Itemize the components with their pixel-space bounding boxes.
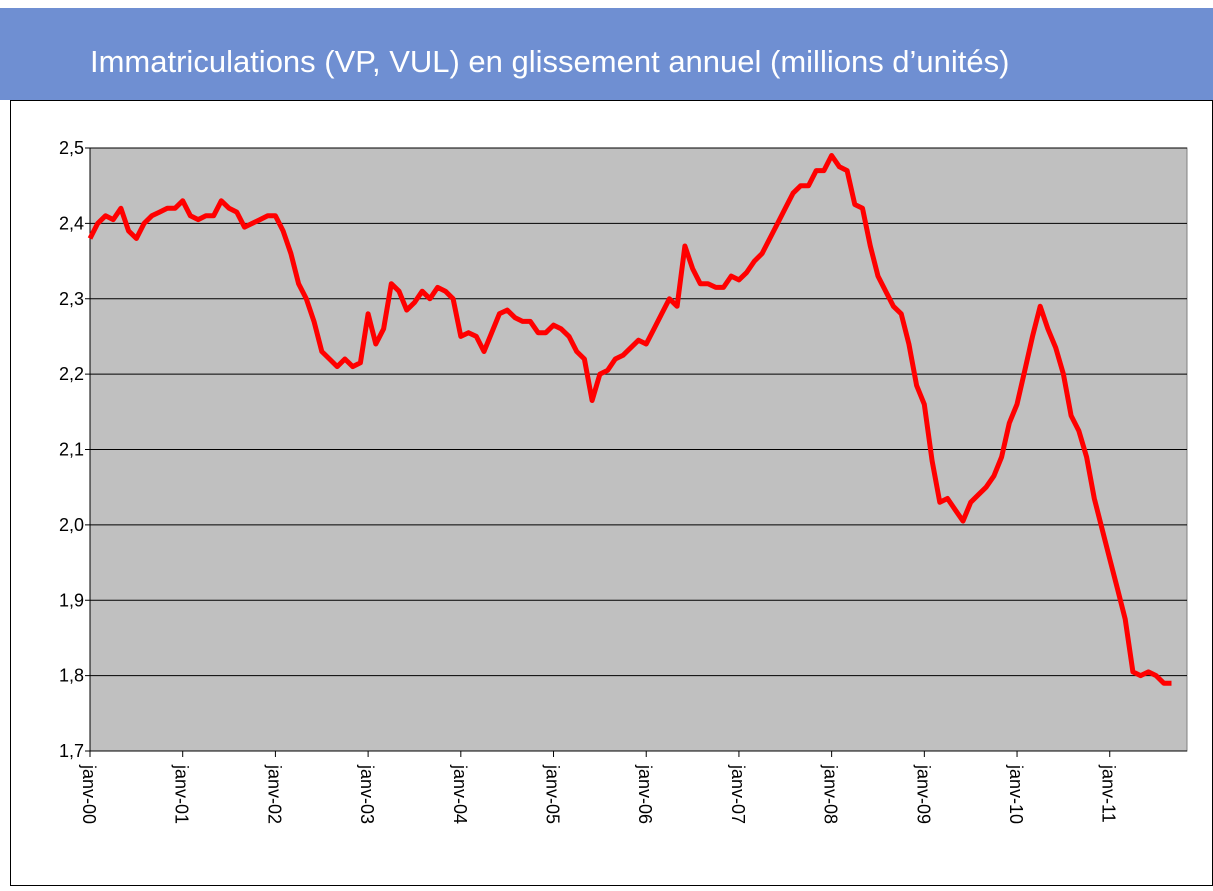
- x-tick-label: janv-11: [1099, 764, 1119, 823]
- chart-title: Immatriculations (VP, VUL) en glissement…: [90, 44, 1009, 79]
- y-tick-label: 1,7: [59, 741, 84, 761]
- y-tick-label: 2,0: [59, 515, 84, 535]
- x-tick-label: janv-01: [172, 764, 192, 824]
- y-tick-label: 1,8: [59, 666, 84, 686]
- x-tick-label: janv-03: [357, 764, 377, 824]
- y-tick-label: 2,5: [59, 138, 84, 158]
- data-line: [87, 153, 1172, 686]
- x-tick-label: janv-10: [1006, 764, 1026, 824]
- y-tick-label: 2,3: [59, 289, 84, 309]
- x-tick-label: janv-05: [543, 764, 563, 824]
- y-tick-label: 1,9: [59, 590, 84, 610]
- x-tick-label: janv-06: [635, 764, 655, 824]
- x-tick-label: janv-08: [821, 764, 841, 824]
- y-tick-label: 2,2: [59, 364, 84, 384]
- y-tick-label: 2,4: [59, 213, 84, 233]
- x-tick-label: janv-09: [913, 764, 933, 824]
- x-tick-label: janv-04: [450, 764, 470, 824]
- x-tick-label: janv-07: [728, 764, 748, 824]
- x-tick-label: janv-02: [264, 764, 284, 824]
- title-bar: [0, 8, 1213, 100]
- x-tick-label: janv-00: [79, 764, 99, 824]
- y-tick-label: 2,1: [59, 440, 84, 460]
